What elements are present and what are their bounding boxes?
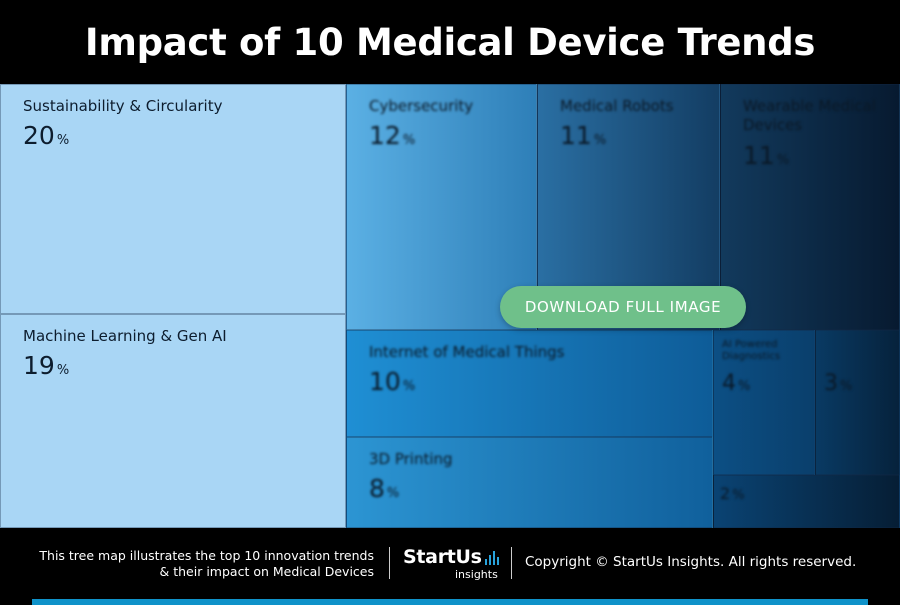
tile-value-number: 11: [560, 121, 592, 150]
tile-value-number: 19: [23, 351, 55, 380]
download-full-image-button[interactable]: DOWNLOAD FULL IMAGE: [500, 286, 746, 328]
footer: This tree map illustrates the top 10 inn…: [0, 528, 900, 598]
tile-label: Cybersecurity: [369, 97, 474, 115]
tile-label: Medical Robots: [560, 97, 674, 115]
footer-divider-left: [389, 547, 390, 579]
footer-divider-right: [511, 547, 512, 579]
tile-value-unit: %: [738, 379, 751, 394]
page-title: Impact of 10 Medical Device Trends: [84, 20, 816, 64]
treemap-tile: AI Powered Diagnostics 4%: [713, 330, 815, 475]
tile-label: 3D Printing: [369, 450, 453, 468]
treemap-tile: Machine Learning & Gen AI 19%: [0, 314, 346, 528]
treemap-chart: Sustainability & Circularity 20% Machine L…: [0, 84, 900, 528]
tile-label: Internet of Medical Things: [369, 343, 565, 361]
tile-value: 20%: [23, 121, 69, 150]
tile-value: 4%: [722, 371, 750, 396]
tile-value-unit: %: [56, 133, 70, 148]
treemap-tile: Wearable Medical Devices 11%: [720, 84, 900, 330]
treemap-tile: 3D Printing 8%: [346, 437, 713, 528]
logo-wordmark: StartUs: [403, 546, 482, 568]
tile-value: 12%: [369, 121, 415, 150]
copyright-text: Copyright © StartUs Insights. All rights…: [525, 554, 857, 570]
tile-value-unit: %: [402, 379, 416, 394]
logo-bars-icon: [485, 551, 499, 565]
tile-value-number: 12: [369, 121, 401, 150]
footer-description-line1: This tree map illustrates the top 10 inn…: [39, 548, 374, 563]
tile-label: Sustainability & Circularity: [23, 97, 223, 115]
tile-value-number: 2: [720, 484, 731, 503]
tile-value: 11%: [560, 121, 606, 150]
tile-value: 19%: [23, 351, 69, 380]
title-bar: Impact of 10 Medical Device Trends: [0, 0, 900, 84]
tile-value-unit: %: [840, 379, 853, 394]
tile-value: 2%: [720, 484, 745, 503]
footer-description-line2: & their impact on Medical Devices: [159, 564, 374, 579]
tile-value-unit: %: [776, 153, 790, 168]
treemap-tile: 3%: [815, 330, 900, 475]
tile-value: 8%: [369, 474, 399, 503]
tile-value-unit: %: [56, 363, 70, 378]
treemap-tile: Internet of Medical Things 10%: [346, 330, 713, 437]
startus-logo: StartUs insights: [403, 546, 503, 582]
tile-value-number: 3: [824, 371, 838, 396]
tile-value-number: 4: [722, 371, 736, 396]
tile-label: Wearable Medical Devices: [743, 97, 876, 134]
tile-value-number: 8: [369, 474, 385, 503]
tile-value-unit: %: [732, 488, 745, 503]
tile-value: 10%: [369, 367, 415, 396]
treemap-tile: 2%: [713, 475, 900, 528]
tile-value-unit: %: [386, 486, 400, 501]
tile-value: 11%: [743, 141, 789, 170]
tile-value-number: 10: [369, 367, 401, 396]
logo-subtext: insights: [455, 568, 498, 581]
treemap-tile: Sustainability & Circularity 20%: [0, 84, 346, 314]
tile-value-number: 11: [743, 141, 775, 170]
treemap-tile: Cybersecurity 12%: [346, 84, 537, 330]
tile-label: AI Powered Diagnostics: [722, 339, 781, 362]
tile-value: 3%: [824, 371, 852, 396]
tile-value-unit: %: [402, 133, 416, 148]
tile-label: Machine Learning & Gen AI: [23, 327, 227, 345]
tile-value-unit: %: [593, 133, 607, 148]
tile-value-number: 20: [23, 121, 55, 150]
bottom-accent-strip: [32, 599, 868, 605]
footer-description: This tree map illustrates the top 10 inn…: [39, 548, 374, 580]
